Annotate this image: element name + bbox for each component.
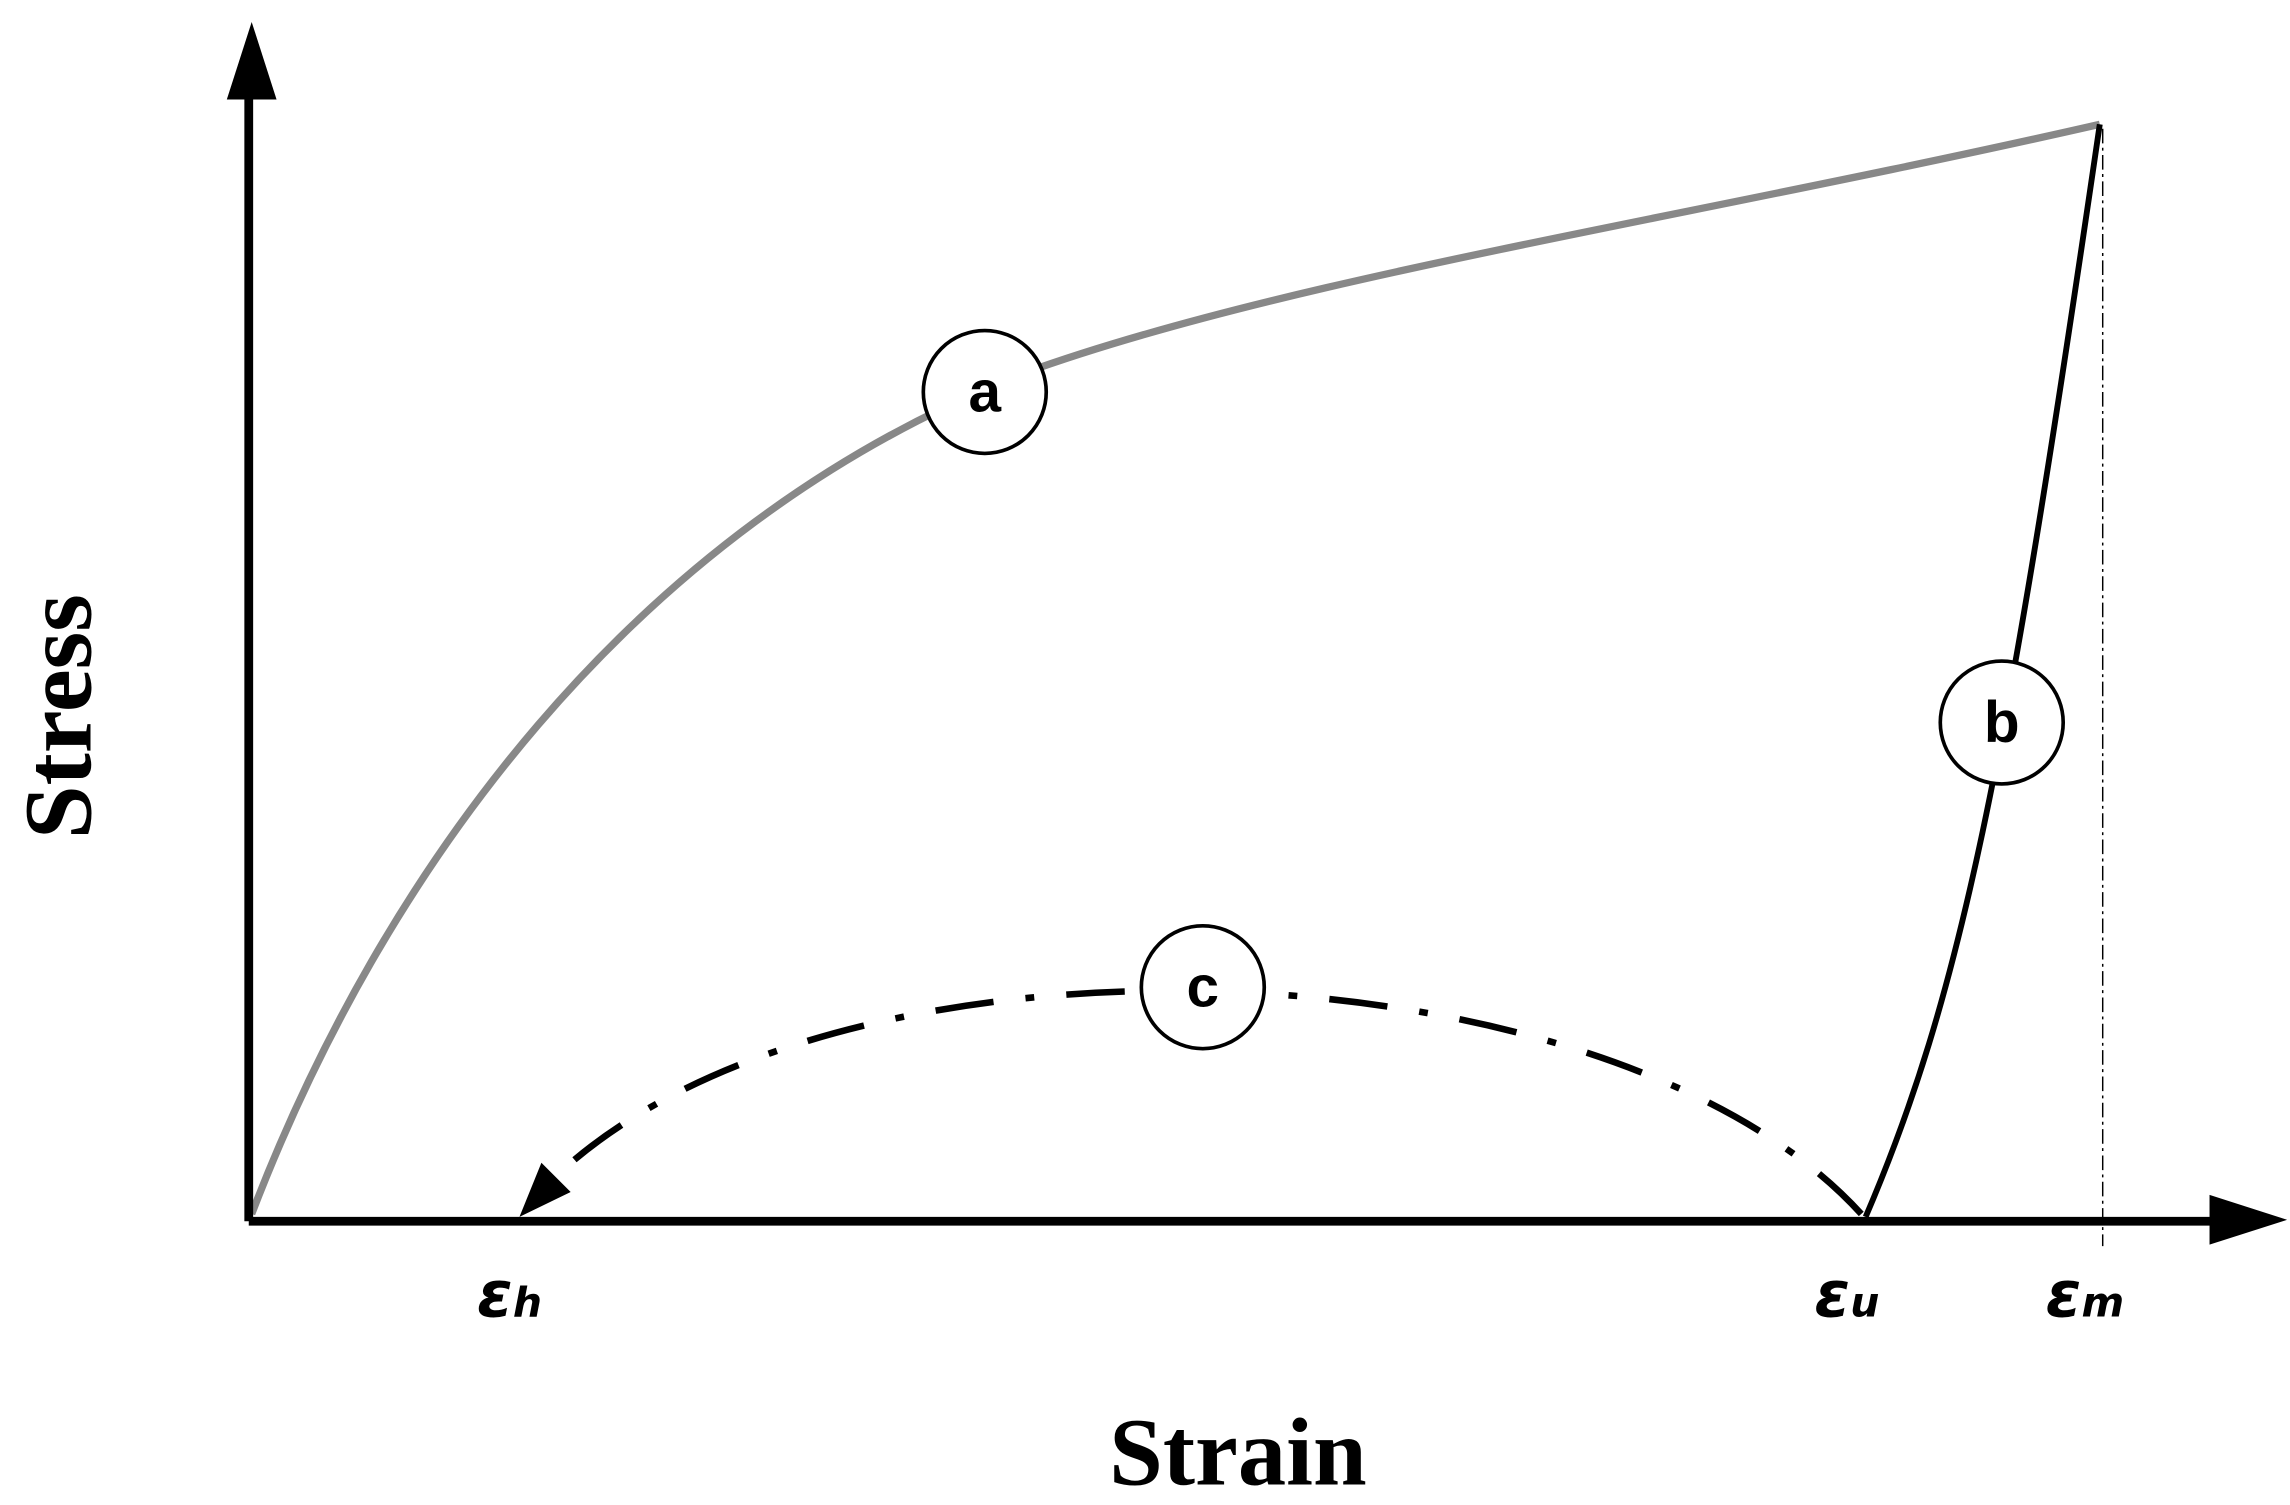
x-axis-title: Strain (1109, 1399, 1367, 1505)
y-axis-title: Stress (5, 594, 112, 839)
strain-mark: εm (2046, 1257, 2125, 1332)
label-c: c (1139, 923, 1267, 1051)
curve-label: a (968, 359, 1001, 424)
label-a: a (921, 328, 1049, 456)
subscript: h (513, 1278, 542, 1326)
x-arrow (2209, 1194, 2288, 1245)
label-b: b (1938, 659, 2066, 786)
curve-label: b (1984, 690, 2020, 755)
arrow-head (519, 1162, 571, 1217)
symbol: ε (477, 1257, 513, 1332)
subscript: u (1850, 1278, 1879, 1326)
symbol: ε (1814, 1257, 1850, 1332)
subscript: m (2081, 1278, 2124, 1326)
symbol: ε (2046, 1257, 2082, 1332)
label-circle (921, 328, 1049, 456)
curve-b (1862, 123, 2103, 1219)
label-circle (1139, 923, 1267, 1051)
curve-a (248, 120, 2101, 1216)
strain-mark: εu (1814, 1257, 1879, 1332)
label-circle (1938, 659, 2066, 786)
curve-label: c (1187, 955, 1220, 1020)
y-arrow (226, 21, 277, 100)
strain-mark: εh (477, 1257, 542, 1332)
